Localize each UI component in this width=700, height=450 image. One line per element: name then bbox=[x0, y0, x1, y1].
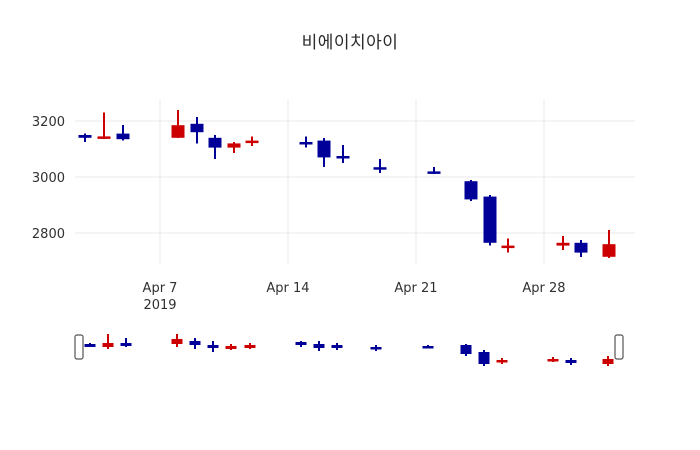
candlestick[interactable] bbox=[227, 142, 241, 154]
navigator-candlestick-body bbox=[84, 344, 96, 347]
navigator-candlestick-body bbox=[189, 341, 201, 345]
navigator-handle-left[interactable] bbox=[74, 334, 84, 360]
navigator-candlestick[interactable] bbox=[547, 357, 559, 362]
chart-title: 비에이치아이 bbox=[301, 33, 399, 53]
navigator-candlestick[interactable] bbox=[331, 343, 343, 350]
navigator-candlestick[interactable] bbox=[370, 345, 382, 351]
navigator-candlestick-body bbox=[460, 345, 472, 354]
navigator-candlestick-body bbox=[565, 360, 577, 363]
candlestick[interactable] bbox=[483, 195, 497, 246]
navigator-candlestick[interactable] bbox=[478, 350, 490, 366]
navigator-candlestick-body bbox=[422, 346, 434, 349]
navigator-candlestick-body bbox=[244, 345, 256, 348]
candlestick[interactable] bbox=[97, 112, 111, 140]
x-axis-tick-label: Apr 7 bbox=[143, 281, 178, 296]
navigator-candlestick[interactable] bbox=[225, 344, 237, 350]
navigator-candlestick[interactable] bbox=[496, 358, 508, 364]
navigator-candlestick[interactable] bbox=[84, 343, 96, 347]
navigator-candlestick[interactable] bbox=[102, 334, 114, 349]
candlestick[interactable] bbox=[208, 135, 222, 159]
candlestick-body bbox=[427, 171, 441, 174]
candlestick[interactable] bbox=[317, 137, 331, 168]
candlestick[interactable] bbox=[116, 125, 130, 141]
navigator-candlestick-body bbox=[171, 339, 183, 344]
navigator-candlestick-body bbox=[547, 359, 559, 362]
navigator-candlestick[interactable] bbox=[313, 341, 325, 351]
candlestick-body bbox=[556, 242, 570, 246]
candlestick-body bbox=[317, 140, 331, 158]
candlestick[interactable] bbox=[299, 136, 313, 148]
candlestick[interactable] bbox=[245, 136, 259, 147]
navigator-candlestick-body bbox=[313, 344, 325, 348]
navigator-candlestick-body bbox=[370, 347, 382, 350]
candlestick[interactable] bbox=[574, 240, 588, 257]
candlestick-body bbox=[171, 125, 185, 138]
candlestick[interactable] bbox=[336, 144, 350, 163]
y-axis-labels: 3200 3000 2800 bbox=[32, 115, 65, 242]
navigator-candlestick-body bbox=[331, 345, 343, 348]
navigator-candlestick[interactable] bbox=[171, 334, 183, 347]
navigator-candlestick-body bbox=[295, 342, 307, 345]
navigator-candlestick[interactable] bbox=[120, 338, 132, 347]
navigator-candlestick[interactable] bbox=[295, 341, 307, 347]
candlestick[interactable] bbox=[602, 230, 616, 259]
candlestick-body bbox=[208, 137, 222, 148]
navigator-candlestick[interactable] bbox=[422, 345, 434, 349]
candlestick-body bbox=[97, 136, 111, 139]
navigator-candlestick[interactable] bbox=[460, 344, 472, 356]
candlestick-body bbox=[574, 242, 588, 253]
x-axis-tick-label: 2019 bbox=[143, 298, 176, 313]
navigator-series[interactable] bbox=[84, 334, 614, 366]
navigator-handle-right[interactable] bbox=[614, 334, 624, 360]
navigator-candlestick[interactable] bbox=[207, 341, 219, 352]
candlestick-series[interactable] bbox=[78, 109, 616, 259]
y-axis-tick-label: 3200 bbox=[32, 115, 65, 130]
vertical-gridlines bbox=[159, 100, 545, 265]
candlestick-body bbox=[190, 123, 204, 133]
x-axis-tick-label: Apr 28 bbox=[522, 281, 565, 296]
navigator-candlestick-body bbox=[478, 352, 490, 364]
y-axis-tick-label: 3000 bbox=[32, 171, 65, 186]
navigator-candlestick[interactable] bbox=[565, 358, 577, 365]
candlestick-body bbox=[336, 156, 350, 159]
navigator-candlestick[interactable] bbox=[189, 338, 201, 349]
navigator-candlestick-body bbox=[602, 359, 614, 364]
candlestick[interactable] bbox=[427, 167, 441, 175]
x-axis-tick-label: Apr 21 bbox=[394, 281, 437, 296]
candlestick-body bbox=[116, 133, 130, 140]
navigator-candlestick[interactable] bbox=[244, 343, 256, 349]
navigator-candlestick[interactable] bbox=[602, 356, 614, 366]
candlestick[interactable] bbox=[501, 238, 515, 253]
candlestick[interactable] bbox=[78, 133, 92, 142]
navigator-candlestick-body bbox=[102, 343, 114, 347]
candlestick-body bbox=[501, 245, 515, 249]
x-axis-tick-label: Apr 14 bbox=[266, 281, 309, 296]
candlestick-body bbox=[299, 142, 313, 145]
candlestick-body bbox=[483, 196, 497, 243]
x-axis-labels: Apr 7 2019 Apr 14 Apr 21 Apr 28 bbox=[143, 281, 566, 313]
candlestick[interactable] bbox=[190, 116, 204, 144]
candlestick[interactable] bbox=[464, 179, 478, 201]
candlestick-body bbox=[78, 135, 92, 138]
navigator-candlestick-body bbox=[496, 360, 508, 363]
candlestick-body bbox=[464, 181, 478, 200]
navigator-candlestick-body bbox=[225, 346, 237, 349]
navigator-handles[interactable] bbox=[74, 334, 624, 360]
candlestick-body bbox=[245, 140, 259, 144]
navigator-candlestick-body bbox=[207, 345, 219, 348]
candlestick[interactable] bbox=[556, 235, 570, 250]
candlestick-body bbox=[373, 167, 387, 170]
y-axis-tick-label: 2800 bbox=[32, 227, 65, 242]
candlestick-body bbox=[602, 244, 616, 257]
candlestick[interactable] bbox=[373, 158, 387, 173]
navigator-candlestick-body bbox=[120, 343, 132, 346]
candlestick-body bbox=[227, 143, 241, 148]
candlestick[interactable] bbox=[171, 109, 185, 138]
horizontal-gridlines bbox=[75, 120, 635, 234]
